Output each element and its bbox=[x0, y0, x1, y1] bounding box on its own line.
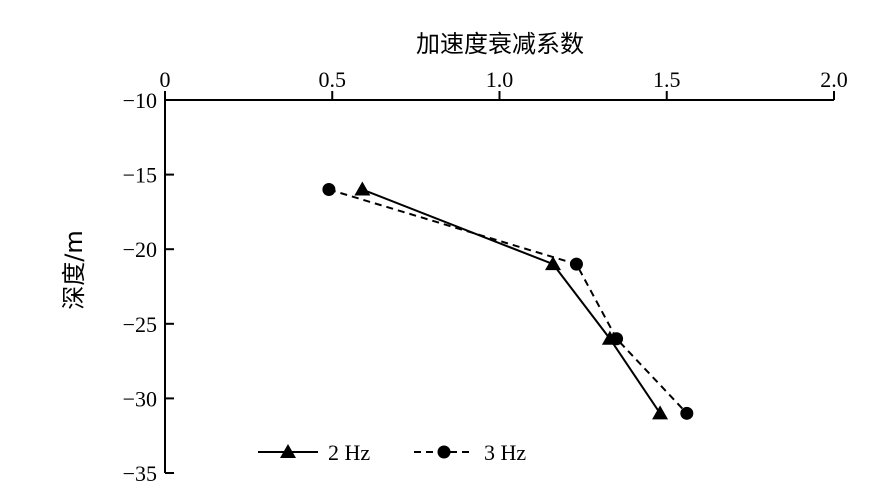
x-tick-label: 1.0 bbox=[486, 67, 514, 92]
x-axis-title: 加速度衰减系数 bbox=[416, 30, 584, 58]
x-tick-label: 0.5 bbox=[319, 67, 347, 92]
legend-marker-3hz bbox=[437, 445, 451, 459]
legend-marker-2hz bbox=[280, 444, 296, 458]
legend-label-2hz: 2 Hz bbox=[328, 440, 370, 465]
series-2hz bbox=[354, 181, 669, 420]
data-point-3hz bbox=[569, 257, 583, 271]
y-tick-label: −15 bbox=[123, 163, 157, 188]
series-3hz bbox=[322, 183, 694, 420]
y-tick-label: −35 bbox=[123, 461, 157, 486]
series-layer bbox=[322, 181, 694, 420]
y-tick-label: −10 bbox=[123, 88, 157, 113]
data-point-2hz bbox=[354, 181, 371, 196]
data-point-2hz bbox=[545, 256, 562, 271]
legend-label-3hz: 3 Hz bbox=[484, 440, 526, 465]
data-point-3hz bbox=[610, 332, 624, 346]
data-point-3hz bbox=[322, 183, 336, 197]
y-tick-label: −30 bbox=[123, 386, 157, 411]
x-tick-label: 2.0 bbox=[820, 67, 848, 92]
y-tick-label: −25 bbox=[123, 312, 157, 337]
data-point-3hz bbox=[680, 406, 694, 420]
y-tick-label: −20 bbox=[123, 237, 157, 262]
data-point-2hz bbox=[652, 405, 669, 420]
y-ticks-group: −10 −15 −20 −25 −30 −35 bbox=[123, 88, 174, 486]
y-axis-title: 深度/m bbox=[60, 230, 88, 309]
x-tick-label: 0 bbox=[160, 67, 171, 92]
series-line-2hz bbox=[361, 188, 661, 414]
legend-item-2hz: 2 Hz bbox=[258, 440, 370, 465]
x-tick-label: 1.5 bbox=[653, 67, 681, 92]
legend-item-3hz: 3 Hz bbox=[414, 440, 526, 465]
legend: 2 Hz 3 Hz bbox=[258, 440, 526, 465]
series-line-3hz bbox=[328, 188, 688, 415]
x-ticks-group: 0 0.5 1.0 1.5 2.0 bbox=[160, 67, 848, 100]
